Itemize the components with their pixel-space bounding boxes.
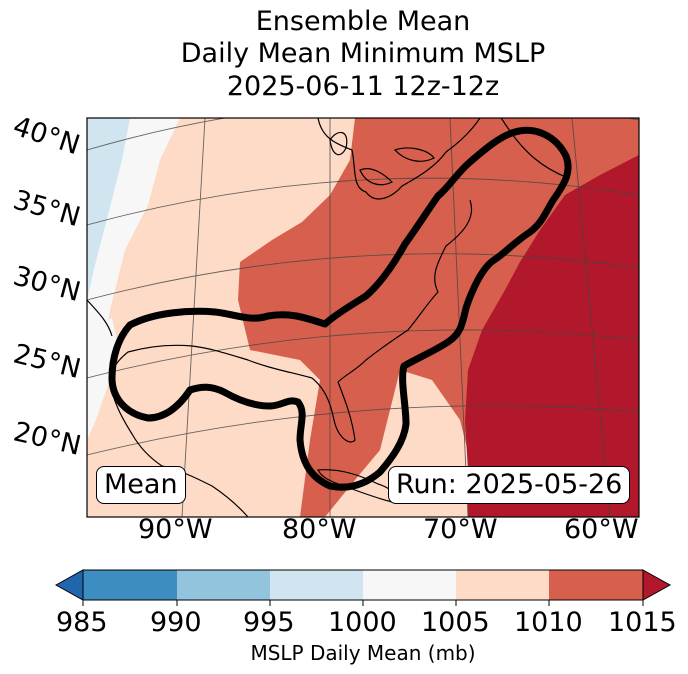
gridline-40n [87,118,639,151]
run-label-box: Run: 2025-05-26 [388,466,631,504]
colorbar-1005-1010 [456,570,549,600]
colorbar-tick-1010: 1010 [514,607,583,638]
texas-inland [87,299,113,337]
great-lakes-shore [317,118,481,200]
gridline-90w [181,118,206,517]
east-coast [337,199,473,383]
gridline-30n [87,253,639,301]
colorbar-1000-1005 [363,570,456,600]
colorbar-tick-1005: 1005 [421,607,490,638]
maritimes [500,118,569,179]
colorbar-995-1000 [270,570,363,600]
colorbar-985-990 [83,570,177,600]
lake-erie [359,168,394,186]
colorbar [54,569,672,606]
gridline-60w [571,118,611,517]
colorbar-title: MSLP Daily Mean (mb) [250,641,476,665]
colorbar-tick-995: 995 [243,607,295,638]
field-995-1000 [87,118,130,300]
gridline-25n [87,329,639,379]
mslp-field [87,118,639,517]
lake-ontario [393,147,435,162]
colorbar-tick-985: 985 [56,607,108,638]
title-line2: Daily Mean Minimum MSLP [180,38,546,69]
colorbar-990-995 [177,570,270,600]
lon-label-60w: 60°W [564,514,639,545]
mean-label-box: Mean [96,466,186,504]
lon-label-70w: 70°W [423,514,498,545]
title-line1: Ensemble Mean [255,6,471,37]
colorbar-extend-low [54,569,84,601]
field-above-1015 [465,155,639,517]
map-frame [86,117,640,518]
graticule [87,118,639,517]
colorbar-tick-990: 990 [150,607,202,638]
lake-huron [329,131,348,156]
lon-label-90w: 90°W [138,514,213,545]
title-line3: 2025-06-11 12z-12z [226,71,500,102]
colorbar-1010-1015 [549,570,643,600]
colorbar-extend-high [642,569,672,601]
lon-label-80w: 80°W [282,514,357,545]
field-1000-1005-coast [87,318,118,440]
gridline-20n [87,405,639,456]
colorbar-tick-1000: 1000 [328,607,397,638]
ensemble-contour [108,126,572,491]
colorbar-tick-1015: 1015 [608,607,677,638]
florida [311,377,356,443]
